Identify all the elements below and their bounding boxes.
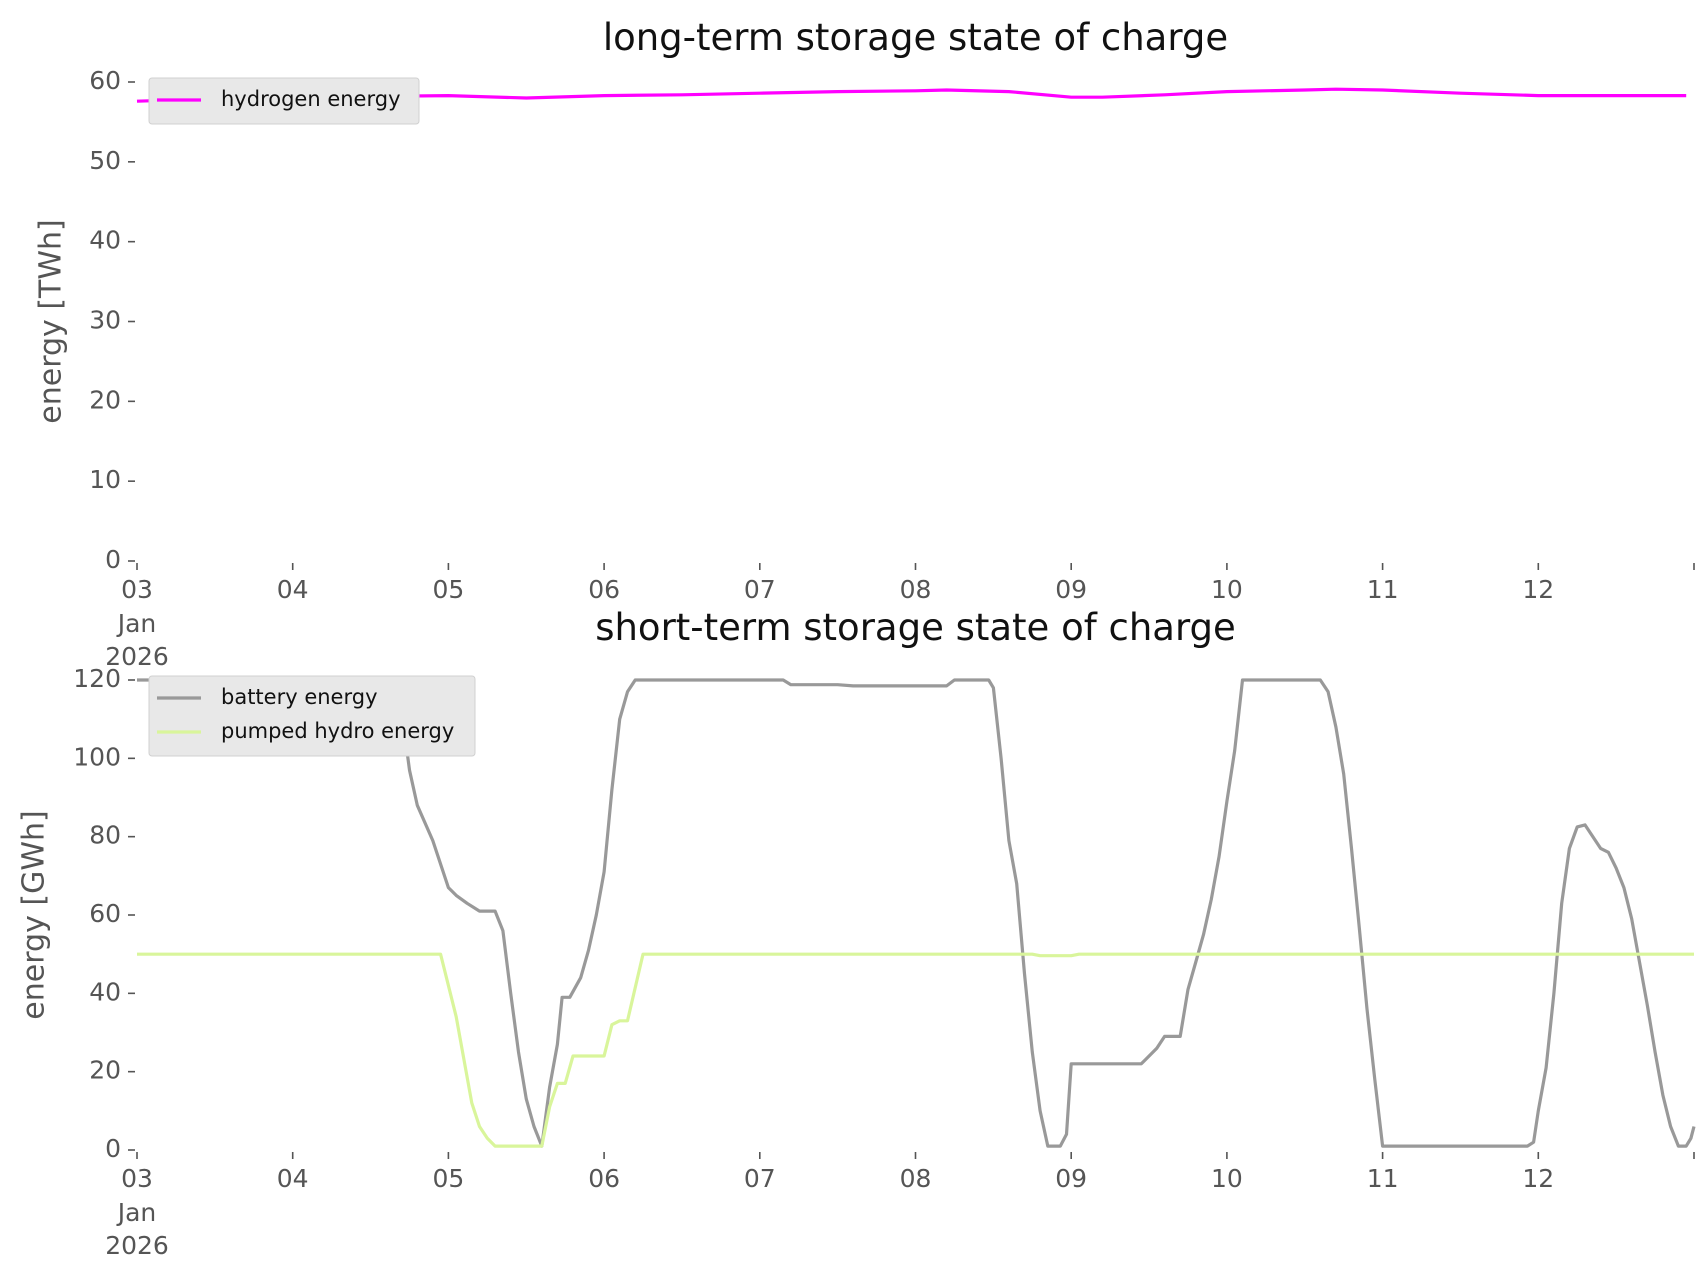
y-tick-label: 100 xyxy=(73,742,121,771)
x-tick-label: 05 xyxy=(432,1164,464,1193)
legend: hydrogen energy xyxy=(148,77,420,125)
y-tick-label: 50 xyxy=(89,146,121,175)
y-tick-label: 120 xyxy=(73,664,121,693)
x-axis-ticks: 03 Jan 2026 04 05 06 07 08 09 10 11 12 xyxy=(105,1152,1695,1260)
legend-label: pumped hydro energy xyxy=(221,719,454,743)
x-tick-label: 11 xyxy=(1367,1164,1399,1193)
y-axis-ticks: 0 20 40 60 80 100 120 xyxy=(73,664,135,1163)
y-tick-label: 60 xyxy=(89,899,121,928)
long-term-storage-chart: long-term storage state of charge energy… xyxy=(34,16,1695,671)
legend-label: battery energy xyxy=(221,685,378,709)
series-layer xyxy=(136,87,1687,103)
x-tick-sublabel: Jan xyxy=(116,609,157,638)
series-line-hydrogen-energy xyxy=(136,87,1687,103)
x-tick-label: 04 xyxy=(277,1164,309,1193)
x-tick-label: 09 xyxy=(1055,575,1087,604)
series-layer xyxy=(137,678,1696,1148)
x-tick-label: 09 xyxy=(1055,1164,1087,1193)
x-tick-label: 03 xyxy=(121,575,153,604)
x-tick-label: 10 xyxy=(1211,1164,1243,1193)
y-tick-label: 0 xyxy=(105,1134,121,1163)
x-tick-label: 08 xyxy=(900,575,932,604)
legend-label: hydrogen energy xyxy=(221,87,401,111)
y-tick-label: 10 xyxy=(89,465,121,494)
y-tick-label: 40 xyxy=(89,226,121,255)
y-tick-label: 40 xyxy=(89,977,121,1006)
x-tick-sublabel: Jan xyxy=(116,1198,157,1227)
x-tick-label: 07 xyxy=(744,575,776,604)
y-tick-label: 60 xyxy=(89,66,121,95)
x-tick-label: 07 xyxy=(744,1164,776,1193)
series-line-battery-energy xyxy=(137,678,1696,1148)
y-tick-label: 0 xyxy=(105,545,121,574)
y-tick-label: 30 xyxy=(89,306,121,335)
y-axis-label: energy [TWh] xyxy=(34,219,69,423)
x-tick-sublabel: 2026 xyxy=(105,1231,169,1260)
x-tick-label: 08 xyxy=(900,1164,932,1193)
x-tick-label: 05 xyxy=(432,575,464,604)
x-tick-label: 06 xyxy=(588,575,620,604)
x-tick-label: 11 xyxy=(1367,575,1399,604)
x-tick-label: 06 xyxy=(588,1164,620,1193)
y-axis-label: energy [GWh] xyxy=(17,810,52,1019)
legend-box xyxy=(148,675,476,757)
x-tick-label: 04 xyxy=(277,575,309,604)
x-tick-label: 12 xyxy=(1522,575,1554,604)
legend: battery energy pumped hydro energy xyxy=(148,675,476,757)
y-axis-ticks: 0 10 20 30 40 50 60 xyxy=(89,66,135,574)
y-tick-label: 20 xyxy=(89,1056,121,1085)
x-axis-ticks: 03 Jan 2026 04 05 06 07 08 09 10 11 12 xyxy=(105,563,1695,671)
y-tick-label: 80 xyxy=(89,821,121,850)
x-tick-label: 12 xyxy=(1522,1164,1554,1193)
chart-title: long-term storage state of charge xyxy=(603,16,1228,59)
y-tick-label: 20 xyxy=(89,385,121,414)
x-tick-label: 03 xyxy=(121,1164,153,1193)
x-tick-label: 10 xyxy=(1211,575,1243,604)
chart-title: short-term storage state of charge xyxy=(595,606,1236,649)
series-line-pumped-hydro-energy xyxy=(137,952,1694,1148)
x-tick-sublabel: 2026 xyxy=(105,642,169,671)
legend-box xyxy=(148,77,420,125)
short-term-storage-chart: short-term storage state of charge energ… xyxy=(17,606,1696,1260)
